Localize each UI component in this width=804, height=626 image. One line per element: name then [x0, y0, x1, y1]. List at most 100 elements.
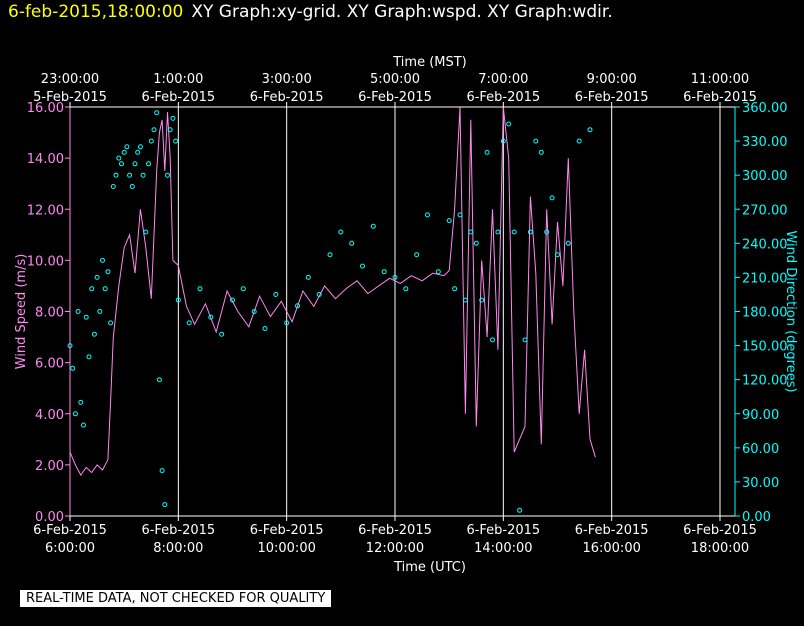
- top-tick-time: 23:00:00: [41, 72, 99, 87]
- wdir-point: [151, 127, 157, 133]
- wdir-point: [327, 252, 333, 258]
- wdir-point: [70, 365, 76, 371]
- disclaimer-label: REAL-TIME DATA, NOT CHECKED FOR QUALITY: [20, 590, 332, 607]
- wdir-point: [273, 292, 279, 297]
- wdir-point: [349, 240, 355, 246]
- bottom-tick-time: 12:00:00: [366, 541, 424, 556]
- wdir-point: [105, 269, 111, 275]
- top-tick-time: 7:00:00: [478, 72, 528, 87]
- wdir-point: [91, 331, 97, 337]
- right-tick-label: 300.00: [742, 169, 788, 184]
- wdir-point: [170, 115, 176, 121]
- wdir-point: [251, 309, 257, 314]
- top-tick-date: 6-Feb-2015: [358, 90, 432, 105]
- wdir-point: [113, 172, 119, 178]
- bottom-tick-date: 6-Feb-2015: [33, 523, 107, 538]
- right-axis-label: Wind Direction (degrees): [783, 230, 798, 392]
- right-tick-label: 150.00: [742, 340, 788, 355]
- wdir-point: [165, 172, 170, 178]
- bottom-axis-label: Time (UTC): [393, 560, 466, 575]
- wdir-point: [414, 252, 420, 258]
- wdir-point: [197, 286, 203, 292]
- wdir-series-layer: [67, 110, 593, 513]
- bottom-tick-time: 18:00:00: [691, 541, 749, 556]
- wspd-series-layer: [69, 106, 596, 477]
- right-tick-label: 180.00: [742, 306, 788, 321]
- bottom-tick-time: 16:00:00: [582, 541, 640, 556]
- wdir-point: [86, 354, 92, 360]
- wdir-point: [565, 240, 571, 246]
- left-tick-label: 12.00: [27, 203, 64, 218]
- left-tick-label: 6.00: [35, 357, 64, 372]
- top-tick-date: 6-Feb-2015: [141, 90, 215, 105]
- wdir-point: [576, 138, 582, 144]
- top-tick-time: 9:00:00: [587, 72, 637, 87]
- wdir-point: [452, 286, 458, 292]
- wdir-point: [230, 297, 235, 303]
- bottom-tick-date: 6-Feb-2015: [466, 523, 540, 538]
- wdir-point: [108, 320, 114, 326]
- wdir-point: [135, 149, 141, 155]
- timestamp: 6-feb-2015,18:00:00: [8, 2, 184, 22]
- right-tick-label: 210.00: [742, 271, 788, 286]
- top-tick-date: 6-Feb-2015: [250, 90, 324, 105]
- wspd-series-line: [69, 106, 596, 477]
- graph-titles: XY Graph:xy-grid. XY Graph:wspd. XY Grap…: [191, 2, 613, 22]
- right-tick-label: 0.00: [742, 510, 771, 525]
- wdir-point: [425, 212, 430, 218]
- wdir-point: [538, 149, 544, 155]
- wdir-point: [392, 274, 398, 280]
- top-axis-label: Time (MST): [392, 55, 467, 70]
- left-tick-label: 4.00: [35, 408, 64, 423]
- wdir-point: [517, 507, 523, 513]
- top-tick-time: 5:00:00: [370, 72, 420, 87]
- bottom-tick-time: 14:00:00: [474, 541, 532, 556]
- right-tick-label: 120.00: [742, 374, 788, 389]
- wdir-point: [75, 309, 81, 314]
- left-axis-label: Wind Speed (m/s): [14, 254, 29, 370]
- wdir-point: [446, 218, 452, 224]
- wdir-point: [284, 320, 290, 326]
- wdir-point: [119, 161, 124, 167]
- wdir-point: [381, 269, 387, 275]
- wdir-point: [305, 274, 311, 280]
- wdir-point: [81, 422, 86, 428]
- wdir-point: [479, 297, 485, 303]
- right-tick-label: 270.00: [742, 203, 788, 218]
- wdir-point: [208, 314, 214, 320]
- left-tick-label: 16.00: [27, 101, 64, 116]
- wdir-point: [124, 144, 130, 150]
- top-tick-time: 1:00:00: [153, 72, 203, 87]
- top-tick-time: 11:00:00: [691, 72, 749, 87]
- wdir-point: [468, 229, 474, 235]
- left-tick-label: 10.00: [27, 254, 64, 269]
- bottom-tick-time: 8:00:00: [153, 541, 203, 556]
- wdir-point: [490, 337, 495, 343]
- wdir-point: [435, 269, 441, 275]
- wdir-point: [186, 320, 192, 326]
- bottom-tick-date: 6-Feb-2015: [141, 523, 215, 538]
- top-tick-time: 3:00:00: [262, 72, 312, 87]
- wdir-point: [549, 195, 555, 201]
- wdir-point: [156, 377, 162, 383]
- wdir-point: [127, 172, 133, 178]
- wdir-point: [162, 502, 168, 508]
- wdir-point: [159, 468, 165, 474]
- wdir-point: [129, 184, 135, 189]
- right-tick-label: 60.00: [742, 442, 779, 457]
- wdir-point: [511, 229, 517, 235]
- wdir-point: [527, 229, 533, 235]
- top-tick-date: 6-Feb-2015: [466, 90, 540, 105]
- wdir-point: [473, 240, 479, 246]
- wdir-point: [154, 110, 160, 116]
- wdir-point: [484, 149, 490, 155]
- top-tick-date: 5-Feb-2015: [33, 90, 107, 105]
- wdir-point: [500, 138, 506, 144]
- wdir-point: [462, 297, 468, 303]
- top-tick-date: 6-Feb-2015: [683, 90, 757, 105]
- wdir-point: [295, 303, 300, 309]
- wdir-point: [121, 149, 127, 155]
- wdir-point: [360, 263, 365, 269]
- wdir-point: [143, 229, 149, 235]
